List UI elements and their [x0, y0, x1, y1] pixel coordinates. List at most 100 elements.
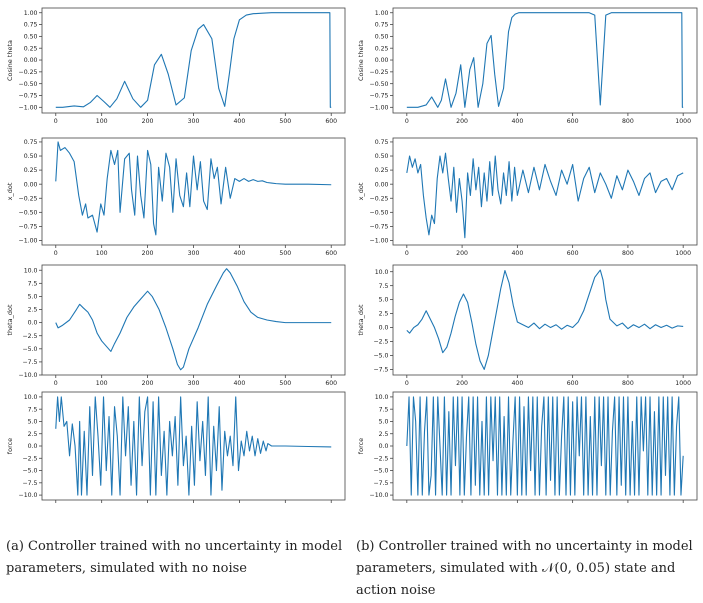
y-tick-label: 0.50 [375, 33, 389, 40]
y-tick-label: 5.0 [28, 294, 38, 301]
x-tick-label: 1000 [675, 118, 691, 125]
y-tick-label: 0.0 [28, 443, 38, 450]
series-line-0 [406, 269, 684, 370]
y-tick-label: 0.25 [375, 45, 389, 52]
y-tick-label: −2.5 [22, 333, 37, 340]
y-tick-label: −0.25 [370, 69, 389, 76]
y-tick-label: 0.50 [24, 153, 38, 160]
y-tick-label: 1.00 [375, 10, 389, 17]
y-tick-label: 2.5 [28, 431, 38, 438]
x-tick-label: 400 [234, 380, 246, 387]
y-tick-label: 0.00 [24, 57, 38, 64]
chart-a-3: 0100200300400500600−10.0−7.5−5.0−2.50.02… [6, 391, 346, 503]
y-tick-label: −2.5 [22, 455, 37, 462]
y-tick-label: 0.25 [24, 45, 38, 52]
series-line-0 [55, 12, 332, 108]
plot-frame [41, 7, 346, 114]
series-line-0 [55, 396, 332, 496]
y-tick-label: −5.0 [22, 346, 37, 353]
x-tick-label: 600 [325, 380, 337, 387]
chart-a-1: 0 100 200 300 400 500 600 −1.00 −0.75 −0.50 −0.25 0… [6, 137, 346, 257]
x-tick-label: 600 [567, 118, 579, 125]
y-tick-label: 0.75 [375, 22, 389, 29]
y-tick-label: −0.75 [19, 224, 38, 231]
plot-frame [41, 264, 346, 376]
figure: 0 100 200 300 400 500 600 −1.00 −0.75 −0.50 −0.25 0… [6, 7, 698, 503]
chart-b-3: 02004006008001000−10.0−7.5−5.0−2.50.02.5… [357, 391, 698, 503]
x-tick-label: 100 [96, 380, 108, 387]
y-tick-label: 0.00 [375, 57, 389, 64]
y-tick-label: 2.5 [379, 431, 389, 438]
x-tick-label: 200 [142, 380, 154, 387]
series-line-0 [406, 152, 684, 239]
x-tick-label: 1000 [675, 250, 691, 257]
y-tick-label: 5.0 [379, 297, 389, 304]
y-tick-label: 7.5 [28, 406, 38, 413]
y-tick-label: 0.0 [28, 320, 38, 327]
y-tick-label: 0.50 [24, 33, 38, 40]
y-tick-label: −10.0 [19, 372, 38, 379]
y-tick-label: −7.5 [373, 367, 388, 374]
y-axis-label: x_dot [357, 182, 365, 200]
chart-a-0: 0 100 200 300 400 500 600 −1.00 −0.75 −0.50 −0.25 0… [6, 7, 346, 125]
y-tick-label: 7.5 [379, 406, 389, 413]
y-tick-label: −5.0 [373, 468, 388, 475]
plot-frame [392, 137, 698, 246]
x-tick-label: 600 [567, 380, 579, 387]
x-tick-label: 0 [54, 118, 58, 125]
x-tick-label: 800 [622, 118, 634, 125]
y-tick-label: −7.5 [22, 480, 37, 487]
x-tick-label: 200 [456, 118, 468, 125]
y-axis-label: x_dot [6, 182, 14, 200]
x-tick-label: 400 [511, 118, 523, 125]
y-tick-label: −0.50 [19, 81, 38, 88]
x-tick-label: 1000 [675, 380, 691, 387]
chart-a-2: 0 100 200 300 400 500 600 −10.0 −7.5 −5.0 −2.5 0.0 2… [6, 264, 346, 387]
y-tick-label: 0.0 [379, 443, 389, 450]
y-tick-label: −0.25 [19, 195, 38, 202]
y-axis-label: force [357, 438, 365, 454]
x-tick-label: 400 [234, 250, 246, 257]
y-tick-label: −10.0 [19, 492, 38, 499]
x-tick-label: 100 [96, 118, 108, 125]
y-tick-label: 0.00 [24, 181, 38, 188]
y-tick-label: −2.5 [373, 339, 388, 346]
y-tick-label: −10.0 [370, 492, 389, 499]
y-tick-label: −0.50 [19, 209, 38, 216]
x-tick-label: 600 [325, 118, 337, 125]
x-tick-label: 400 [511, 250, 523, 257]
x-tick-label: 800 [622, 380, 634, 387]
y-tick-label: −2.5 [373, 455, 388, 462]
x-tick-label: 300 [188, 118, 200, 125]
y-tick-label: 2.5 [379, 311, 389, 318]
y-tick-label: 0.00 [375, 181, 389, 188]
y-tick-label: −0.25 [370, 195, 389, 202]
x-tick-label: 800 [622, 250, 634, 257]
plot-frame [392, 7, 698, 114]
y-tick-label: 10.0 [375, 269, 389, 276]
x-tick-label: 500 [279, 380, 291, 387]
y-tick-label: 0.75 [24, 139, 38, 146]
caption-a: (a) Controller trained with no uncertain… [6, 539, 343, 576]
series-line-0 [406, 396, 684, 496]
y-tick-label: −0.75 [370, 224, 389, 231]
y-tick-label: −0.50 [370, 81, 389, 88]
x-tick-label: 300 [188, 250, 200, 257]
y-axis-label: Cosine theta [6, 40, 14, 81]
y-tick-label: 10.0 [24, 394, 38, 401]
x-tick-label: 300 [188, 380, 200, 387]
chart-b-1: 0 200 400 600 800 1000 −1.00 −0.75 −0.50 −0.25 0.0… [357, 137, 698, 257]
plot-frame [392, 264, 698, 376]
y-tick-label: 0.50 [375, 153, 389, 160]
plot-frame [41, 137, 346, 246]
series-line-0 [55, 268, 332, 371]
y-tick-label: −7.5 [22, 359, 37, 366]
y-tick-label: −7.5 [373, 480, 388, 487]
x-tick-label: 100 [96, 250, 108, 257]
x-tick-label: 0 [54, 250, 58, 257]
y-tick-label: −0.50 [370, 209, 389, 216]
y-tick-label: 10.0 [375, 394, 389, 401]
y-tick-label: 10.0 [24, 267, 38, 274]
y-tick-label: −0.25 [19, 69, 38, 76]
y-tick-label: −1.00 [370, 238, 389, 245]
